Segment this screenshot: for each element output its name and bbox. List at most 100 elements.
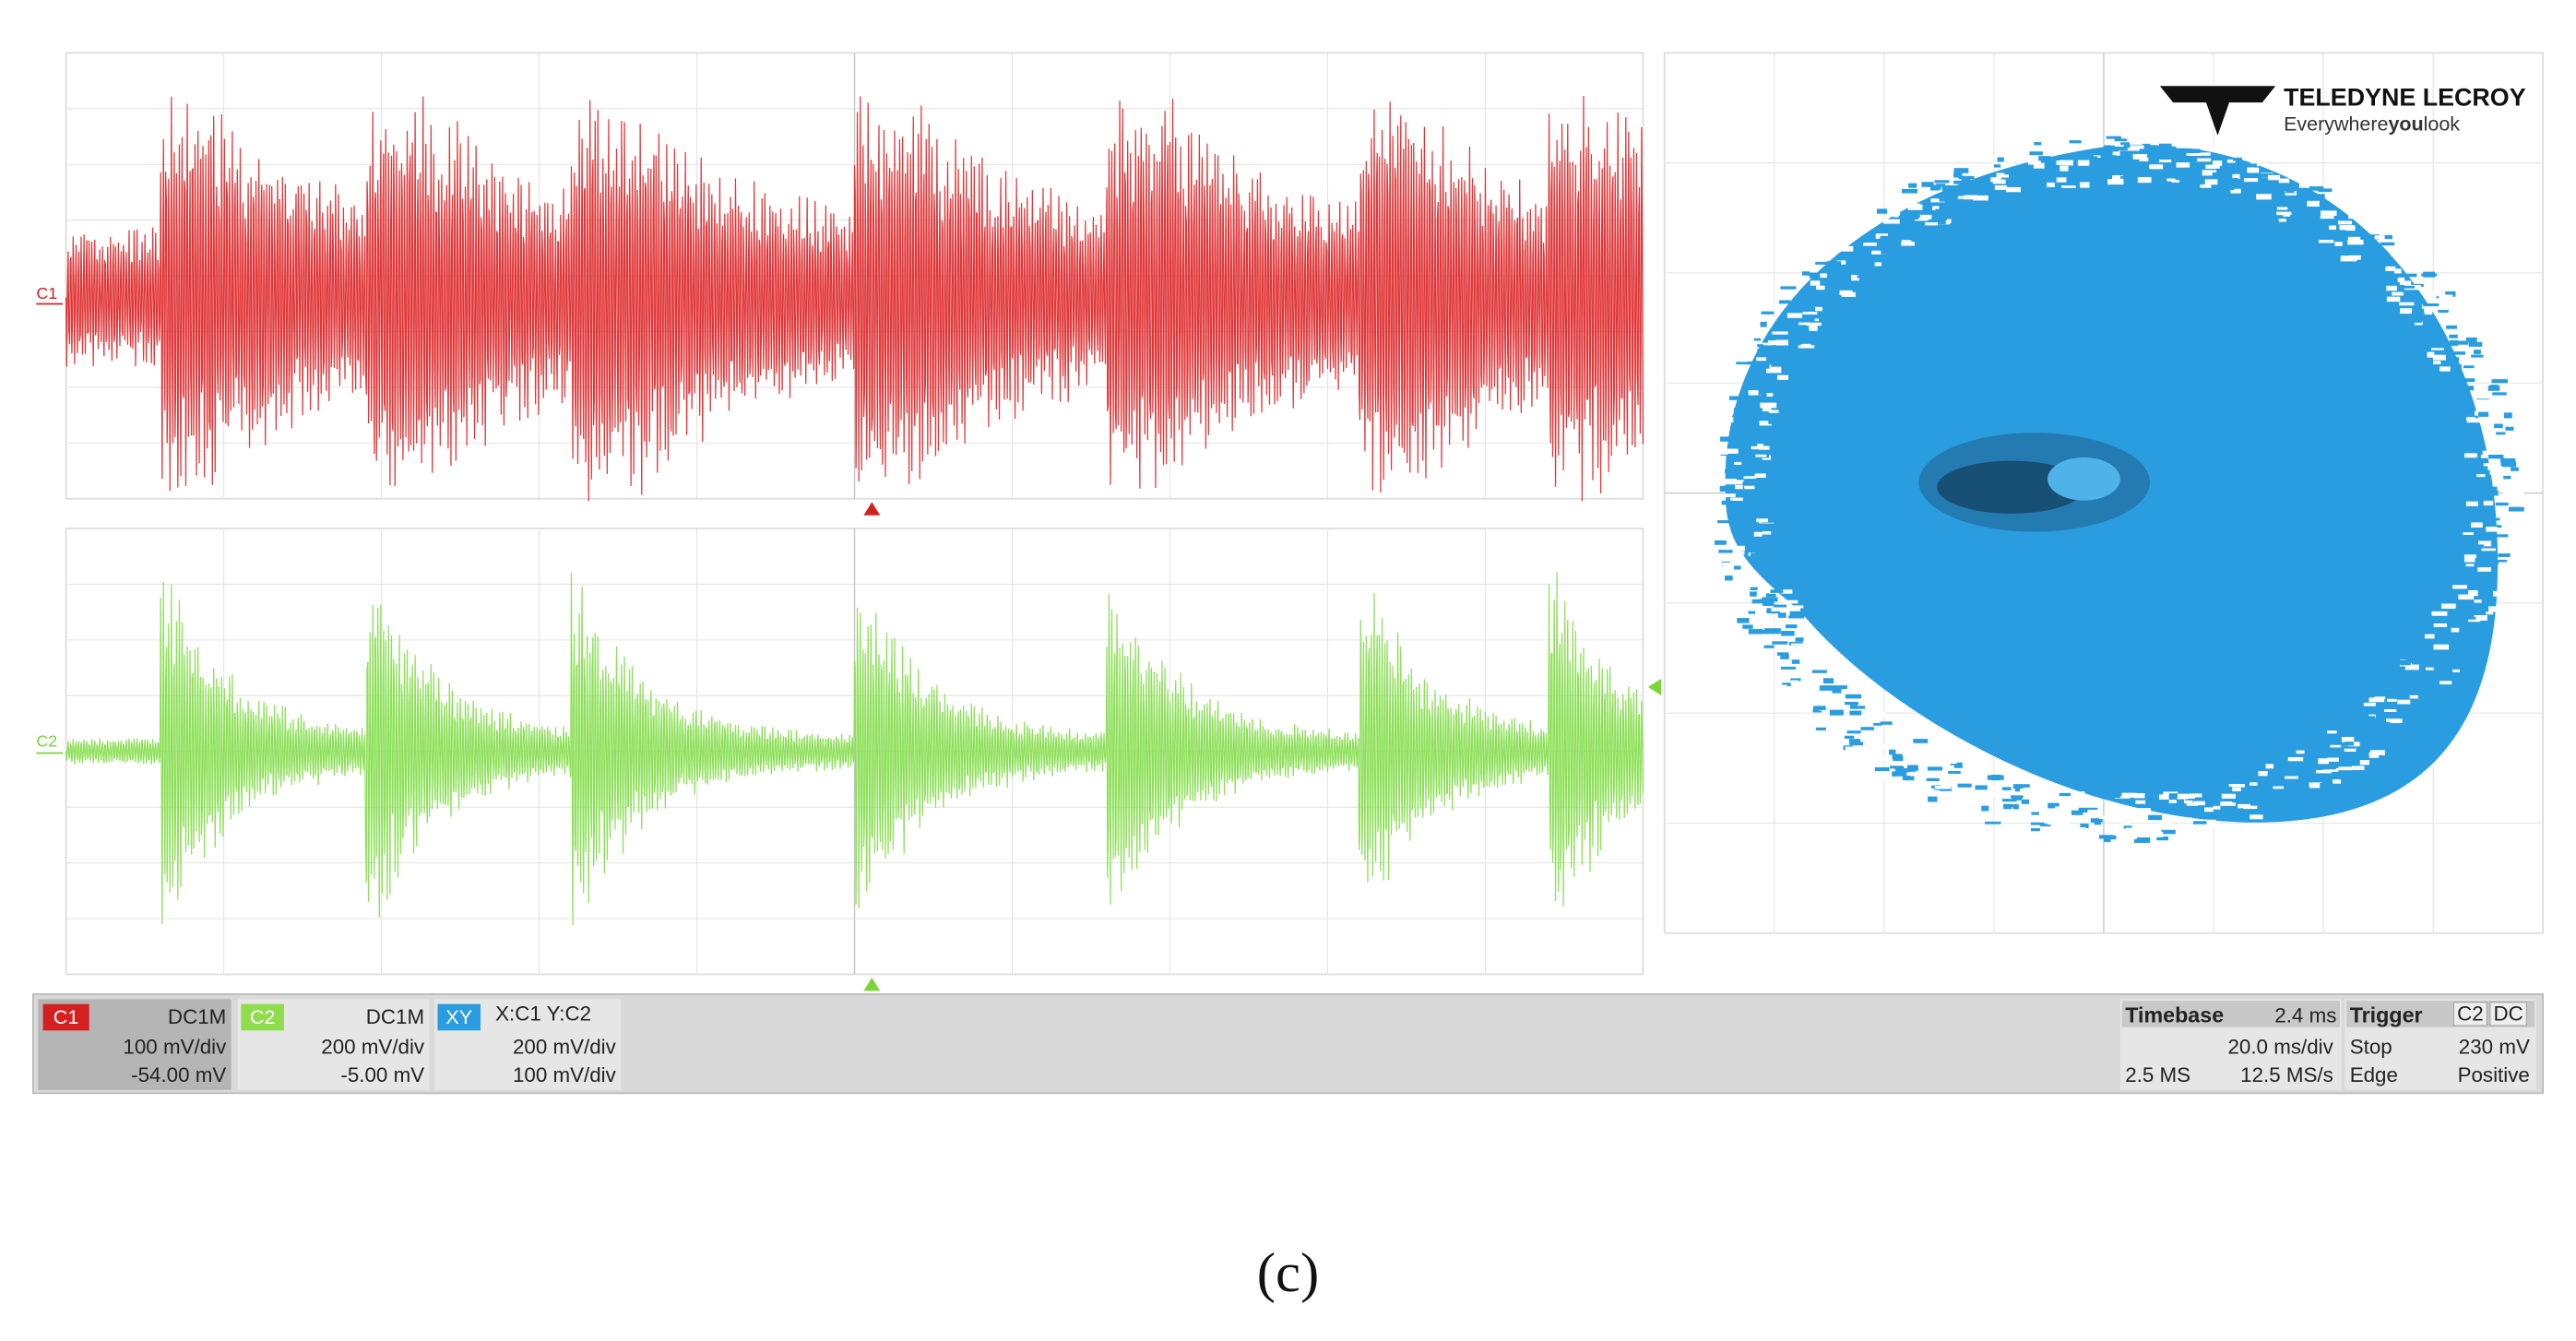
xy-speck	[1849, 255, 1864, 259]
xy-speck	[1755, 454, 1767, 457]
xy-speck	[1961, 211, 1976, 216]
xy-speck	[1850, 260, 1862, 266]
trigger-level-marker	[1647, 678, 1662, 695]
trigger-coupling: DC	[2493, 1003, 2523, 1026]
xy-speck	[1806, 649, 1817, 655]
xy-speck	[1916, 759, 1927, 763]
xy-speck	[2315, 194, 2325, 200]
xy-speck	[1858, 743, 1869, 747]
xy-speck	[1881, 249, 1891, 255]
xy-speck	[1743, 440, 1758, 446]
xy-speck	[2490, 444, 2501, 450]
xy-speck	[1876, 208, 1888, 214]
xy-speck	[2381, 234, 2392, 240]
xy-speck	[2271, 184, 2284, 188]
xy-speck	[2462, 616, 2476, 620]
c1-scale: 100 mV/div	[123, 1035, 227, 1058]
xy-speck	[1992, 179, 2006, 184]
xy-speck	[2114, 138, 2127, 142]
xy-speck	[1779, 684, 1787, 690]
xy-speck	[1849, 742, 1864, 746]
xy-speck	[1836, 260, 1846, 265]
xy-speck	[2166, 178, 2176, 182]
xy-speck	[1739, 457, 1748, 462]
xy-speck	[1760, 342, 1774, 346]
timebase-rate: 12.5 MS/s	[2240, 1063, 2333, 1086]
xy-speck	[1788, 615, 1805, 619]
xy-speck	[2489, 404, 2501, 409]
xy-speck	[1801, 262, 1811, 268]
xy-speck	[2505, 426, 2514, 431]
xy-speck	[2171, 180, 2180, 183]
xy-speck	[1939, 198, 1946, 202]
xy-speck	[2186, 153, 2202, 157]
waveform-trace	[65, 572, 1644, 926]
xy-speck	[2276, 207, 2288, 210]
xy-speck	[2438, 309, 2450, 314]
xy-speck	[1774, 394, 1787, 400]
xy-speck	[2077, 160, 2090, 166]
xy-speck	[1806, 322, 1822, 326]
timebase-header	[2121, 1001, 2340, 1027]
xy-speck	[1795, 652, 1808, 658]
xy-speck	[1871, 250, 1888, 255]
xy-speck	[2380, 242, 2395, 246]
xy-speck	[2047, 820, 2062, 825]
xy-speck	[1889, 749, 1896, 755]
xy-speck	[2480, 373, 2494, 378]
xy-speck	[1856, 220, 1869, 226]
xy-speck	[1795, 637, 1804, 642]
xy-speck	[2221, 793, 2236, 799]
xy-speck	[2206, 823, 2218, 828]
xy-speck	[2478, 540, 2487, 545]
xy-speck	[2439, 681, 2452, 685]
xy-speck	[1776, 652, 1789, 656]
xy-speck	[1805, 705, 1813, 710]
xy-speck	[2192, 180, 2206, 185]
xy-speck	[1985, 200, 2000, 205]
xy-speck	[1789, 351, 1798, 357]
xy-speck	[1881, 769, 1896, 776]
xy-speck	[2350, 709, 2363, 716]
xy-speck	[1968, 186, 1982, 192]
xy-speck	[1742, 504, 1754, 509]
xy-speck	[2344, 745, 2356, 753]
xy-speck	[2137, 177, 2152, 184]
xy-speck	[1907, 204, 1923, 210]
xy-speck	[2351, 248, 2360, 254]
xy-speck	[1774, 323, 1787, 327]
xy-speck	[2463, 472, 2477, 479]
trigger-type: Edge	[2350, 1063, 2398, 1086]
xy-speck	[2468, 617, 2481, 623]
xy-speck	[2107, 146, 2119, 152]
xy-speck	[1763, 645, 1775, 648]
xy-speck	[2135, 800, 2146, 804]
trigger-title: Trigger	[2350, 1003, 2423, 1027]
xy-speck	[2439, 366, 2451, 372]
xy-speck	[1832, 685, 1847, 690]
xy-speck	[1856, 706, 1866, 709]
xy-speck	[1895, 766, 1905, 772]
xy-speck	[2256, 788, 2273, 794]
xy-speck	[1725, 479, 1737, 485]
xy-speck	[1800, 343, 1811, 349]
xy-speck	[1857, 275, 1865, 279]
xy-speck	[2459, 378, 2475, 383]
xy-speck	[2213, 805, 2221, 810]
xy-speck	[2402, 285, 2415, 289]
xy-speck	[1815, 261, 1831, 265]
xy-speck	[1798, 707, 1810, 711]
xy-speck	[1882, 219, 1900, 224]
xy-speck	[1851, 275, 1859, 281]
xy-speck	[1739, 526, 1756, 531]
xy-speck	[1946, 170, 1959, 174]
xy-speck	[2249, 163, 2257, 168]
xy-hole	[2048, 457, 2120, 501]
xy-speck	[1826, 261, 1842, 266]
xy-speck	[1835, 697, 1850, 701]
xy-speck	[2296, 750, 2305, 754]
xy-speck	[2393, 255, 2406, 259]
xy-speck	[2183, 798, 2195, 804]
xy-speck	[2434, 634, 2450, 638]
xy-speck	[2492, 392, 2507, 396]
